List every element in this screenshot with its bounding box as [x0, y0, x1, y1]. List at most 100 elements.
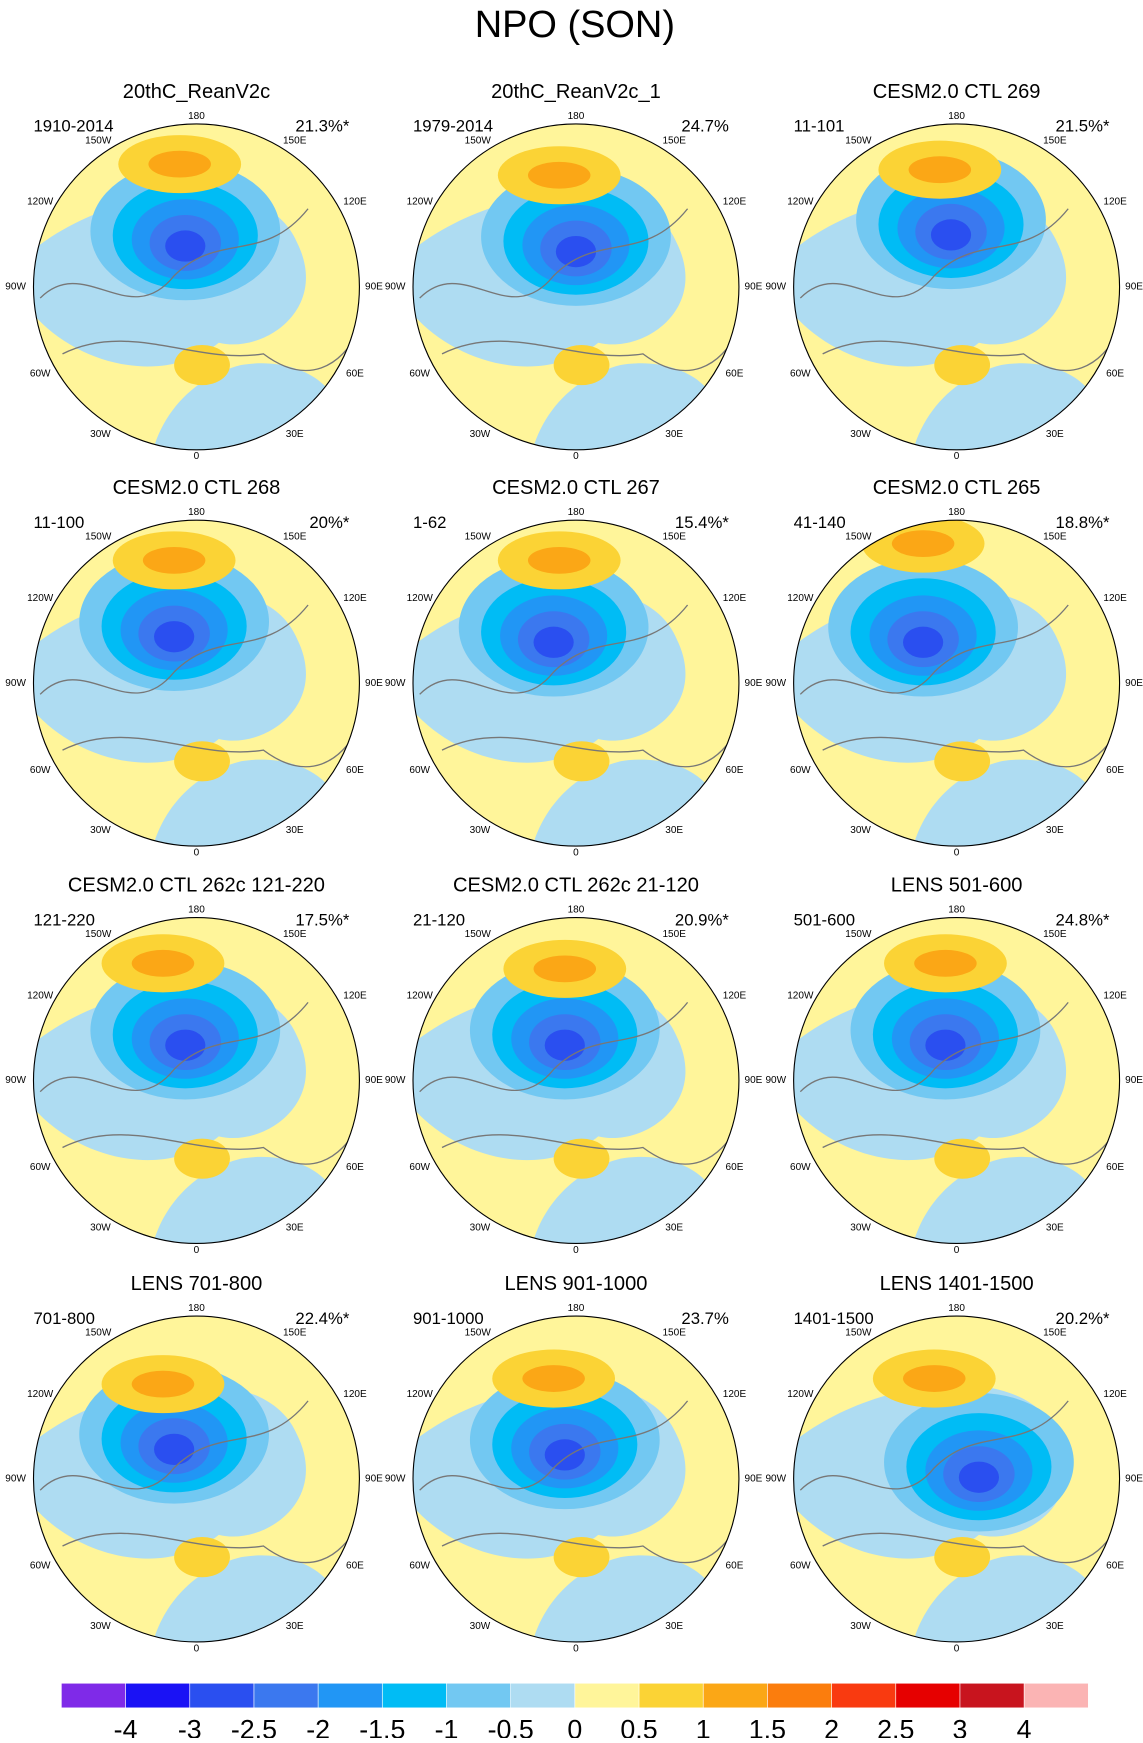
longitude-label: 120E	[723, 990, 747, 1001]
map-field	[33, 1316, 360, 1642]
longitude-label: 180	[188, 1303, 205, 1314]
longitude-label: 120W	[787, 197, 814, 208]
panel-variance: 23.7%	[681, 1309, 729, 1328]
longitude-label: 150E	[283, 929, 307, 940]
positive-contour	[174, 1537, 230, 1578]
panel-title: CESM2.0 CTL 262c 21-120	[453, 875, 699, 897]
longitude-label: 60E	[726, 369, 744, 380]
longitude-label: 0	[954, 451, 960, 462]
longitude-label: 180	[948, 507, 965, 518]
longitude-label: 60E	[726, 765, 744, 776]
longitude-label: 150W	[85, 135, 112, 146]
longitude-label: 90E	[745, 282, 763, 293]
colorbar-label: -0.5	[488, 1714, 534, 1738]
panel-variance: 15.4%*	[675, 513, 729, 532]
panel-period: 1910-2014	[33, 117, 113, 136]
colorbar-box	[125, 1683, 190, 1708]
longitude-label: 150E	[1043, 929, 1067, 940]
longitude-label: 150W	[465, 1327, 492, 1338]
longitude-label: 30E	[1046, 429, 1064, 440]
colorbar-label: -1.5	[359, 1714, 405, 1738]
longitude-label: 150W	[845, 929, 872, 940]
colorbar-label: -4	[114, 1714, 138, 1738]
colorbar-label: -1	[435, 1714, 459, 1738]
map-panel: CESM2.0 CTL 268 11-100 20%* 180 150W 150E 120W…	[5, 477, 383, 858]
map-panel: 20thC_ReanV2c_1 1979-2014 24.7% 180 150W 150E…	[385, 81, 763, 462]
longitude-label: 60W	[790, 369, 811, 380]
longitude-label: 120E	[1103, 990, 1127, 1001]
coastline	[419, 1400, 739, 1564]
positive-contour	[553, 741, 610, 782]
longitude-label: 30E	[1046, 825, 1064, 836]
longitude-label: 60W	[790, 1162, 811, 1173]
longitude-label: 180	[948, 1303, 965, 1314]
map-border	[32, 519, 360, 847]
longitude-label: 30W	[850, 1621, 871, 1632]
longitude-label: 30W	[90, 1621, 111, 1632]
longitude-label: 60W	[30, 1561, 51, 1572]
positive-contour	[934, 1537, 991, 1578]
panel-title: LENS 1401-1500	[880, 1273, 1034, 1295]
map-border	[793, 1315, 1121, 1643]
longitude-label: 60E	[1106, 1561, 1124, 1572]
longitude-label: 120W	[407, 1389, 434, 1400]
negative-contour	[544, 1439, 585, 1471]
longitude-label: 150W	[465, 135, 492, 146]
panel-variance: 21.5%*	[1056, 117, 1110, 136]
longitude-label: 120E	[723, 197, 747, 208]
panel-variance: 18.8%*	[1056, 513, 1110, 532]
colorbar-box	[895, 1683, 960, 1708]
longitude-label: 90E	[365, 1474, 383, 1485]
map-field	[793, 1316, 1120, 1642]
longitude-label: 150W	[845, 1327, 872, 1338]
longitude-label: 90E	[1125, 282, 1143, 293]
longitude-label: 150W	[465, 929, 492, 940]
longitude-label: 120W	[787, 593, 814, 604]
panel-period: 121-220	[33, 910, 94, 929]
longitude-label: 150W	[85, 929, 112, 940]
positive-contour	[142, 546, 206, 574]
map-border	[793, 916, 1121, 1245]
longitude-label: 30W	[850, 1223, 871, 1234]
colorbar-box	[1024, 1683, 1089, 1708]
longitude-label: 90W	[5, 282, 26, 293]
longitude-label: 90W	[5, 1474, 26, 1485]
longitude-label: 30E	[286, 1223, 304, 1234]
longitude-label: 90W	[5, 1075, 26, 1086]
negative-contour	[165, 230, 206, 262]
longitude-label: 60E	[346, 765, 364, 776]
panel-variance: 20.2%*	[1056, 1309, 1110, 1328]
colorbar-box	[382, 1683, 447, 1708]
longitude-label: 30W	[850, 429, 871, 440]
longitude-label: 30E	[286, 825, 304, 836]
panel-period: 41-140	[794, 513, 846, 532]
longitude-label: 90E	[1125, 1474, 1143, 1485]
coastline	[39, 604, 359, 768]
longitude-label: 0	[954, 847, 960, 858]
coastline	[799, 208, 1120, 372]
longitude-label: 180	[948, 904, 965, 915]
longitude-label: 180	[568, 507, 585, 518]
figure-title: NPO (SON)	[475, 4, 675, 46]
positive-contour	[527, 161, 591, 189]
positive-contour	[533, 955, 597, 983]
longitude-label: 180	[568, 1303, 585, 1314]
negative-contour	[165, 1029, 206, 1061]
positive-contour	[934, 1138, 991, 1179]
longitude-label: 0	[194, 1245, 200, 1256]
colorbar-box	[831, 1683, 896, 1708]
panel-title: CESM2.0 CTL 262c 121-220	[68, 875, 325, 897]
colorbar-label: -2.5	[231, 1714, 277, 1738]
longitude-label: 60E	[726, 1561, 744, 1572]
longitude-label: 90E	[1125, 1075, 1143, 1086]
longitude-label: 30W	[470, 1621, 491, 1632]
negative-contour	[533, 626, 574, 658]
longitude-label: 60W	[30, 369, 51, 380]
longitude-label: 120E	[343, 1389, 367, 1400]
longitude-label: 60E	[346, 1162, 364, 1173]
coastline	[419, 208, 739, 372]
longitude-label: 30E	[665, 429, 683, 440]
map-field	[793, 917, 1120, 1244]
longitude-label: 90W	[385, 678, 406, 689]
negative-contour	[903, 626, 944, 658]
